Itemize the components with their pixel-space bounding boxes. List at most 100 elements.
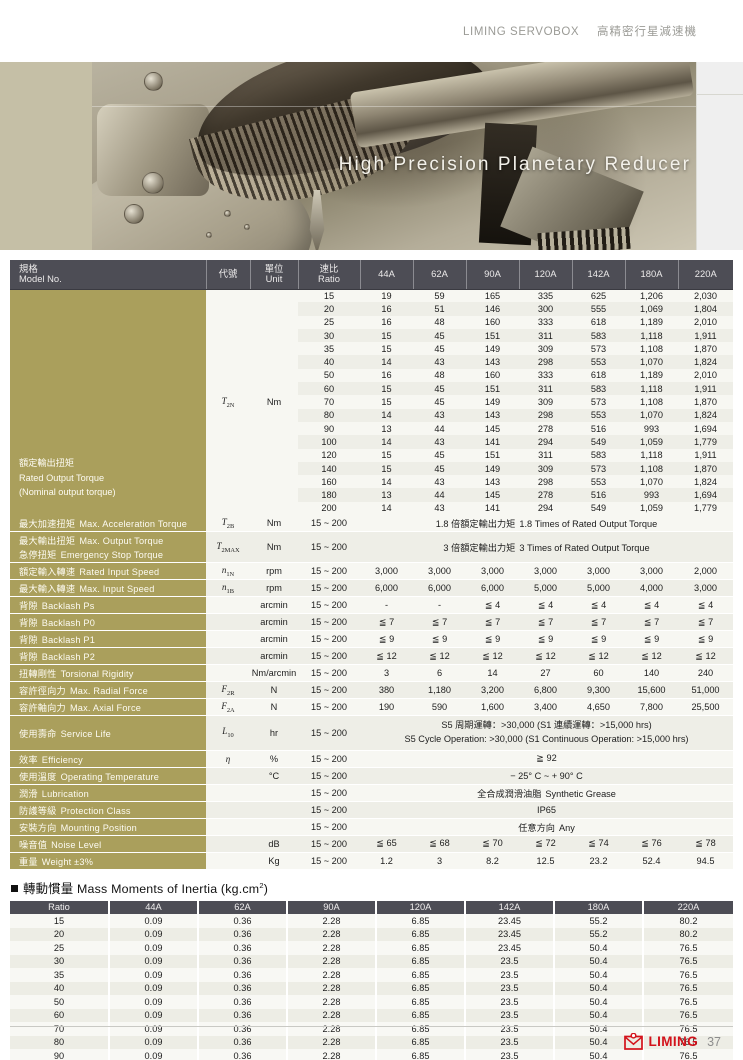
inertia-value-cell: 50.4 [554, 1022, 644, 1036]
spec-row-ratio: 15 ~ 200 [298, 579, 360, 598]
spec-value-cell: 190 [360, 698, 413, 717]
spec-header-row: 規格 Model No. 代號 單位 Unit 速比 Ratio 44A 62A… [10, 260, 733, 290]
torque-value-cell: 43 [434, 476, 445, 487]
inertia-header-44a: 44A [109, 900, 199, 915]
spec-row: 背隙 Backlash P2 arcmin 15 ~ 200 ≦ 12 ≦ 12 ≦ 12 ≦… [10, 647, 733, 666]
spec-row-symbol [206, 664, 250, 683]
torque-value-cell: 1,189 [640, 317, 663, 328]
spec-value-cell: ≦ 74 [572, 835, 625, 853]
spec-row-ratio: 15 ~ 200 [298, 562, 360, 581]
spec-label-en: Protection Class [60, 805, 131, 816]
torque-value-cell: 555 [590, 303, 607, 314]
ratio-cell: 70 [323, 397, 335, 408]
spec-row-ratio: 15 ~ 200 [298, 835, 360, 853]
torque-value-cell: 298 [537, 357, 554, 368]
torque-value-cell: 1,694 [694, 490, 717, 501]
inertia-value-cell: 23.45 [465, 914, 555, 928]
ratio-cell: 100 [321, 436, 337, 447]
torque-value-cell: 44 [434, 423, 445, 434]
torque-value-cell: 141 [484, 436, 501, 447]
inertia-value-cell: 0.36 [198, 941, 288, 955]
torque-value-cell: 1,118 [640, 330, 663, 341]
spec-row-ratio: 15 ~ 200 [298, 681, 360, 700]
spec-label-en: Max. Radial Force [69, 686, 148, 697]
spec-value-cell: 94.5 [678, 852, 733, 870]
torque-value-cell: 993 [643, 423, 660, 434]
bolt-icon [244, 224, 250, 230]
inertia-title-en: Mass Moments of Inertia (kg.cm [77, 881, 260, 896]
spec-row-label: 使用溫度 Operating Temperature [10, 767, 206, 785]
spec-row: 使用溫度 Operating Temperature °C 15 ~ 200 − 25°… [10, 767, 733, 785]
inertia-value-cell: 0.36 [198, 914, 288, 928]
header-model-142A: 142A [572, 260, 626, 290]
torque-value-cell: 1,824 [694, 410, 717, 421]
torque-value-cell: 1,069 [640, 303, 663, 314]
inertia-value-cell: 23.5 [465, 1008, 555, 1023]
inertia-value-cell: 2.28 [287, 941, 377, 955]
spec-value-cell: 6,800 [519, 681, 572, 700]
bolt-icon [124, 204, 144, 224]
spec-label-en: Operating Temperature [60, 771, 160, 782]
inertia-row: 30 0.09 0.36 2.28 6.85 23.5 50.4 76.5 [10, 954, 733, 969]
spec-value-cell: ≦ 4 [572, 596, 625, 615]
inertia-value-cell: 76.5 [643, 1022, 733, 1036]
hero-seam [92, 106, 696, 107]
spec-value-cell: ≦ 9 [625, 630, 678, 649]
page-number: 37 [707, 1034, 721, 1049]
spec-value-cell: 6,000 [466, 579, 519, 598]
span-en: IP65 [537, 804, 556, 815]
inertia-section: 轉動慣量 Mass Moments of Inertia (kg.cm2) Ra… [0, 879, 743, 1060]
spec-value-cell: 4,000 [625, 579, 678, 598]
spec-label-cjk: 噪音值 [19, 839, 48, 850]
inertia-value-cell: 0.09 [109, 981, 199, 996]
torque-value-cell: 51 [434, 303, 445, 314]
hero-right-band [696, 62, 743, 250]
brand-line: LIMING SERVOBOX 高精密行星減速機 [463, 23, 697, 39]
inertia-value-cell: 50.4 [554, 1008, 644, 1023]
span-cjk: 任意方向 [518, 822, 555, 833]
header-ratio-cjk: 速比 [319, 262, 339, 274]
rated-torque-label-cjk: 額定輸出扭矩 [19, 458, 75, 469]
torque-value-cell: 583 [590, 330, 607, 341]
torque-value-cell: 1,694 [694, 423, 717, 434]
torque-value-cell: 151 [484, 330, 501, 341]
torque-value-cell: 1,870 [694, 463, 717, 474]
spec-label-en: Max. Output Torque [79, 536, 164, 547]
torque-value-cell: 45 [434, 330, 445, 341]
spec-label-en: Backlash P0 [41, 618, 96, 629]
spec-value-cell: ≦ 76 [625, 835, 678, 853]
spec-label-en: Backlash Ps [41, 601, 95, 612]
spec-value-cell: 52.4 [625, 852, 678, 870]
inertia-value-cell: 0.36 [198, 927, 288, 942]
spec-row-unit: dB [250, 835, 298, 853]
torque-value-cell: 149 [484, 463, 501, 474]
spec-row: 使用壽命 Service Life L10 hr 15 ~ 200 S5 周期運轉：>30… [10, 715, 733, 751]
spec-value-cell: ≦ 72 [519, 835, 572, 853]
spec-label-cjk: 最大輸入轉速 [19, 584, 76, 595]
spec-row-span-value: S5 周期運轉：>30,000 (S1 連續運轉：>15,000 hrs) S5 … [360, 715, 733, 751]
spec-value-cell: 3 [413, 852, 466, 870]
bolt-icon [224, 210, 231, 217]
inertia-value-cell: 6.85 [376, 941, 466, 955]
inertia-value-cell: 0.09 [109, 968, 199, 982]
rated-torque-label: 額定輸出扭矩 Rated Output Torque (Nominal output… [10, 289, 206, 516]
ratio-cell: 180 [321, 490, 337, 501]
spec-value-cell: 14 [466, 664, 519, 683]
cutting-tool-tip [309, 190, 325, 250]
spec-row-label: 效率 Efficiency [10, 750, 206, 768]
spec-value-cell: ≦ 7 [572, 613, 625, 632]
inertia-value-cell: 76.5 [643, 941, 733, 955]
spec-row-ratio: 15 ~ 200 [298, 596, 360, 615]
torque-value-cell: 15 [381, 330, 392, 341]
torque-value-cell: 143 [484, 357, 501, 368]
inertia-header-180a: 180A [554, 900, 644, 915]
torque-value-cell: 15 [381, 463, 392, 474]
spec-value-cell: 51,000 [678, 681, 733, 700]
torque-value-cell: 294 [537, 503, 554, 514]
spec-row-unit: arcmin [250, 613, 298, 632]
inertia-ratio-cell: 30 [10, 954, 110, 969]
spec-value-cell: ≦ 65 [360, 835, 413, 853]
spec-label-cjk: 額定輸入轉速 [19, 567, 76, 578]
inertia-value-cell: 23.5 [465, 1035, 555, 1050]
